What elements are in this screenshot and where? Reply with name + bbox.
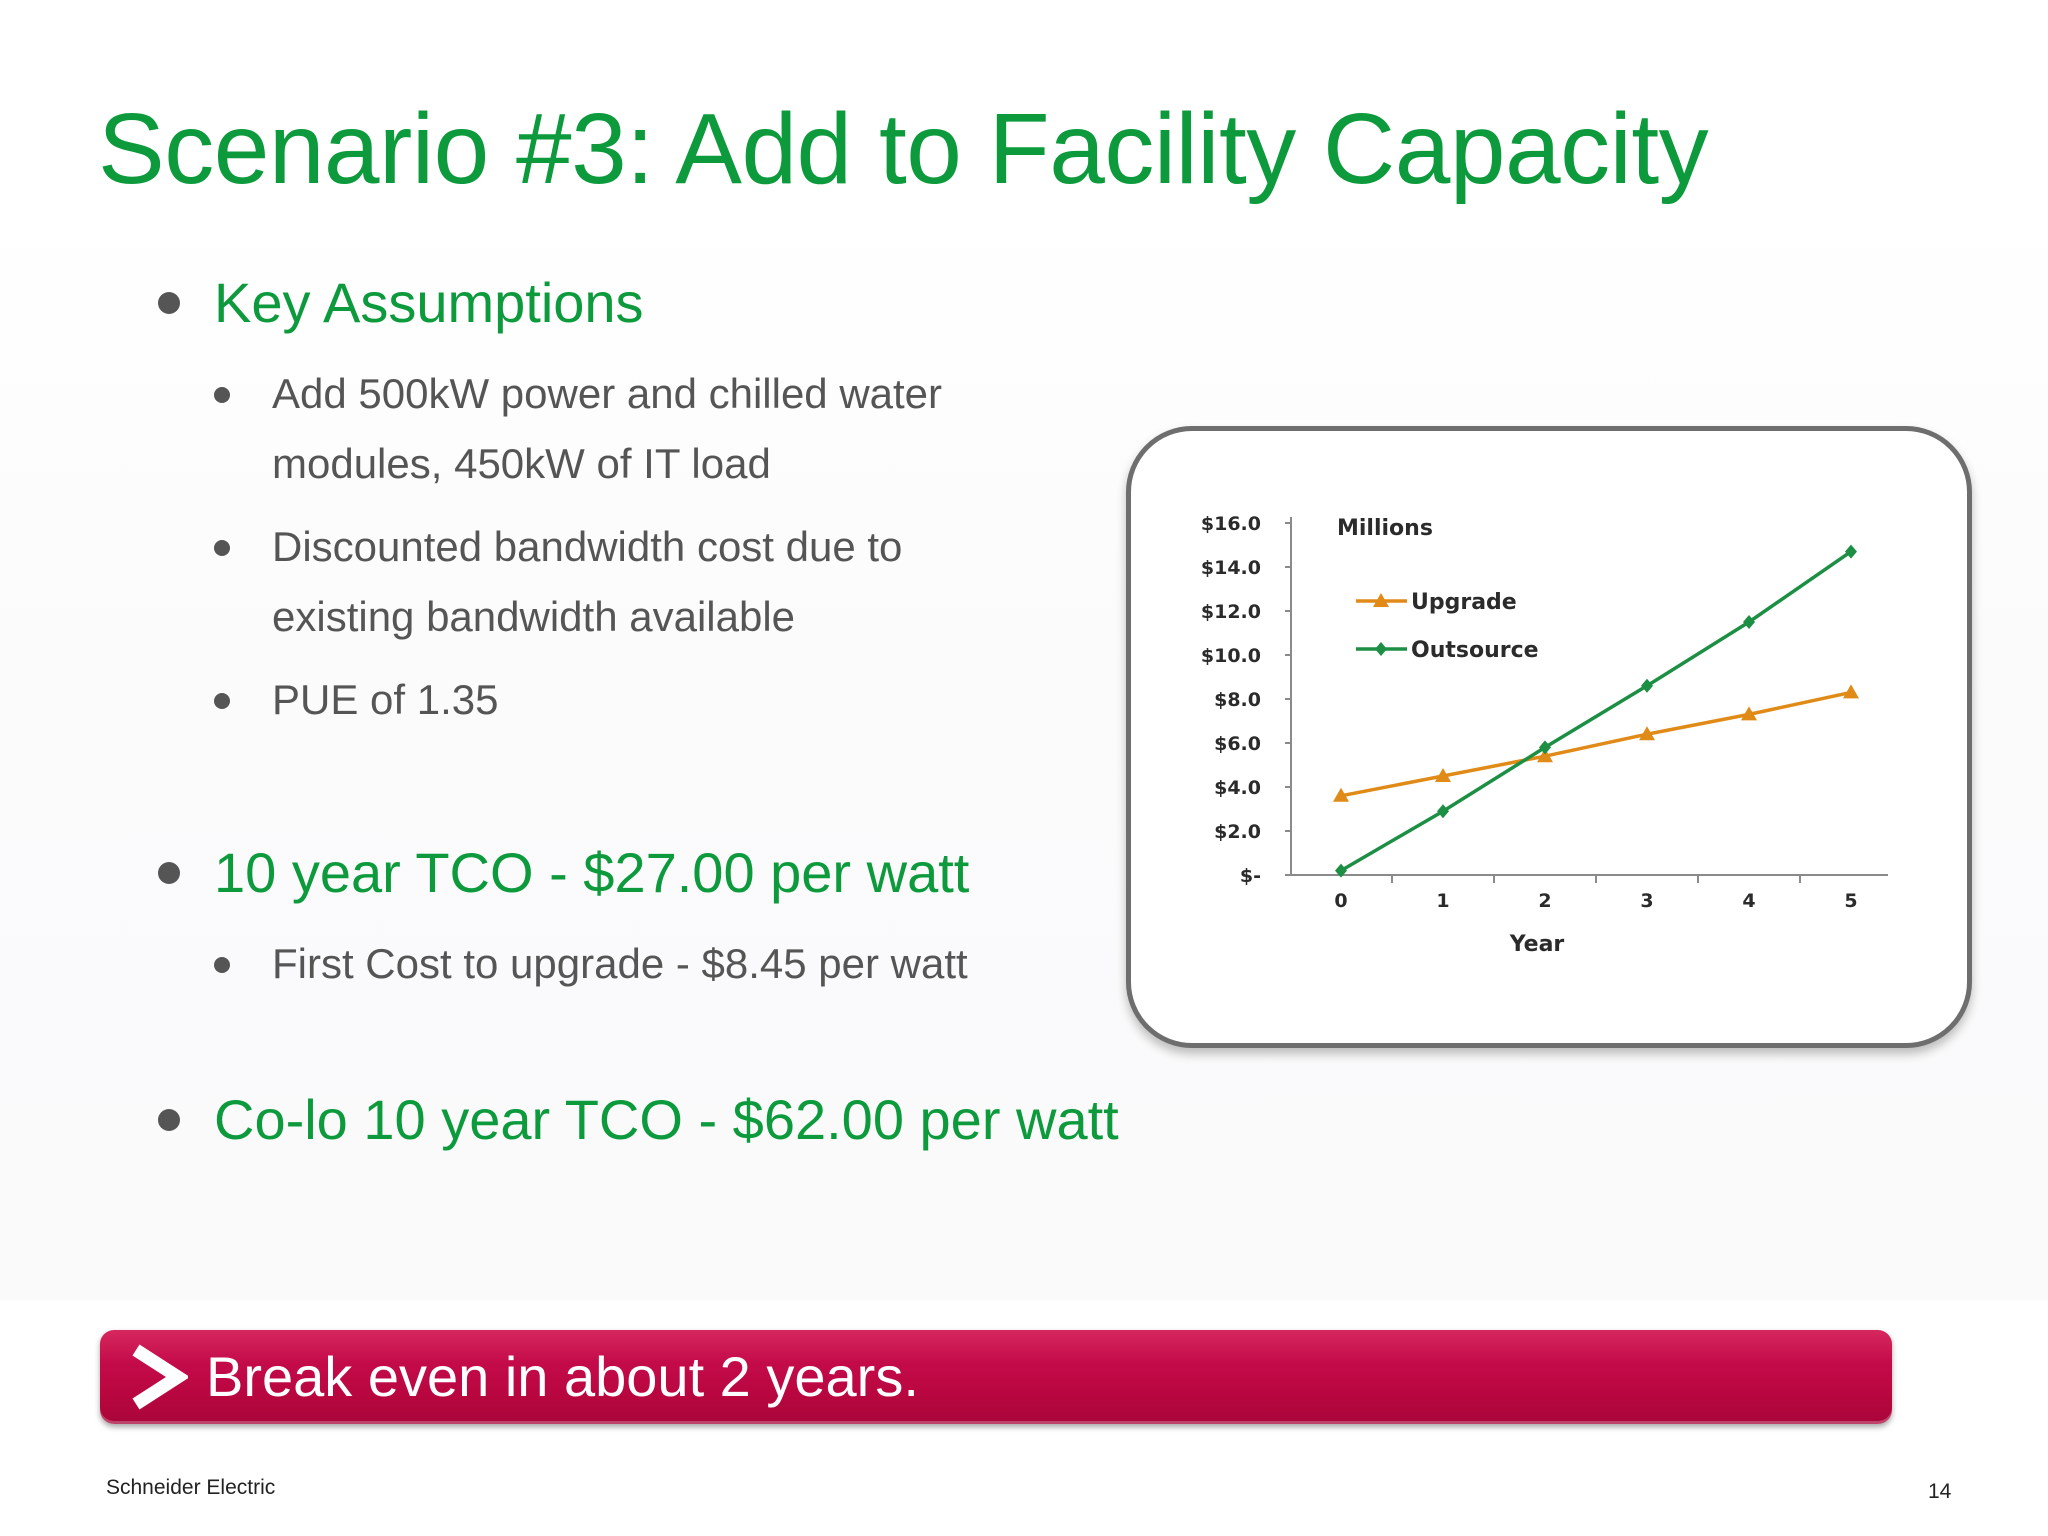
chart-series [1333, 544, 1859, 878]
data-point-outsource [1641, 678, 1653, 693]
bullet-text-line: Discounted bandwidth cost due to [272, 523, 903, 570]
data-point-upgrade [1843, 684, 1859, 699]
bullet-first-cost: First Cost to upgrade - $8.45 per watt [214, 929, 968, 999]
bullet-colo-tco: Co-lo 10 year TCO - $62.00 per watt [158, 1087, 1119, 1152]
chart-unit-label: Millions [1337, 516, 1433, 541]
bullet-text-line: Add 500kW power and chilled water [272, 370, 943, 417]
bullet-text: 10 year TCO - $27.00 per watt [214, 841, 970, 904]
x-tick-label: 0 [1334, 890, 1347, 912]
y-tick-label: $2.0 [1214, 821, 1261, 843]
bullet-text-line: modules, 450kW of IT load [272, 440, 771, 487]
footer-company-name: Schneider Electric [106, 1476, 276, 1499]
chart-axes: $- $2.0 $4.0 $6.0 $8.0 $10.0 $12.0 $14.0 $16.0 0 1… [1201, 513, 1888, 912]
bullet-key-assumptions: Key Assumptions [158, 270, 644, 335]
slide-title: Scenario #3: Add to Facility Capacity [98, 93, 1709, 205]
banner-text: Break even in about 2 years. [206, 1345, 919, 1408]
x-tick-label: 1 [1436, 890, 1449, 912]
bullet-dot [158, 862, 180, 884]
legend-label-outsource: Outsource [1411, 638, 1539, 663]
x-tick-label: 3 [1640, 890, 1653, 912]
y-tick-label: $16.0 [1201, 513, 1261, 535]
chevron-right-icon [132, 1344, 188, 1410]
chart-legend: Upgrade Outsource [1356, 590, 1539, 663]
data-point-outsource [1335, 863, 1347, 878]
page-number: 14 [1928, 1480, 1952, 1503]
bullet-dot [214, 540, 230, 556]
series-line-outsource [1340, 550, 1852, 873]
data-point-upgrade [1435, 768, 1451, 782]
x-tick-label: 5 [1844, 890, 1857, 912]
bullet-text-line: First Cost to upgrade - $8.45 per watt [272, 940, 968, 987]
bullet-dot [158, 292, 180, 314]
bullet-dot [214, 693, 230, 709]
legend-marker-upgrade [1373, 593, 1389, 607]
data-point-upgrade [1537, 748, 1553, 763]
y-tick-label: $6.0 [1214, 733, 1261, 755]
bullet-text-line: existing bandwidth available [272, 593, 796, 640]
break-even-banner: Break even in about 2 years. [100, 1330, 1892, 1424]
bullet-dot [214, 957, 230, 973]
y-tick-label: $12.0 [1201, 601, 1261, 623]
data-point-upgrade [1741, 706, 1757, 721]
data-point-outsource [1539, 740, 1551, 755]
y-tick-label: $10.0 [1201, 645, 1261, 667]
bullet-text: Co-lo 10 year TCO - $62.00 per watt [214, 1088, 1119, 1151]
data-point-outsource [1845, 544, 1857, 559]
data-point-upgrade [1639, 726, 1655, 741]
legend-marker-outsource [1375, 642, 1387, 656]
data-point-outsource [1743, 615, 1755, 629]
bullet-dot [158, 1109, 180, 1131]
bullet-assumption-power: Add 500kW power and chilled water module… [214, 359, 943, 499]
y-tick-label: $4.0 [1214, 777, 1261, 799]
data-point-upgrade [1333, 787, 1349, 802]
legend-label-upgrade: Upgrade [1411, 590, 1517, 615]
y-tick-label: $14.0 [1201, 557, 1261, 579]
series-line-upgrade [1340, 690, 1852, 798]
bullet-assumption-pue: PUE of 1.35 [214, 665, 499, 735]
bullet-text: Key Assumptions [214, 271, 644, 334]
y-tick-label: $8.0 [1214, 689, 1261, 711]
bullet-dot [214, 387, 230, 403]
data-point-outsource [1437, 804, 1449, 819]
x-tick-label: 2 [1538, 890, 1551, 912]
bullet-assumption-bandwidth: Discounted bandwidth cost due to existin… [214, 512, 903, 652]
y-tick-label: $- [1240, 865, 1261, 887]
x-axis-label: Year [1509, 932, 1565, 957]
bullet-text-line: PUE of 1.35 [272, 676, 499, 723]
tco-chart-frame: $- $2.0 $4.0 $6.0 $8.0 $10.0 $12.0 $14.0 $16.0 0 1… [1126, 426, 1972, 1048]
tco-line-chart: $- $2.0 $4.0 $6.0 $8.0 $10.0 $12.0 $14.0 $16.0 0 1… [1201, 513, 1888, 957]
x-tick-label: 4 [1742, 890, 1755, 912]
bullet-tco: 10 year TCO - $27.00 per watt [158, 840, 970, 905]
